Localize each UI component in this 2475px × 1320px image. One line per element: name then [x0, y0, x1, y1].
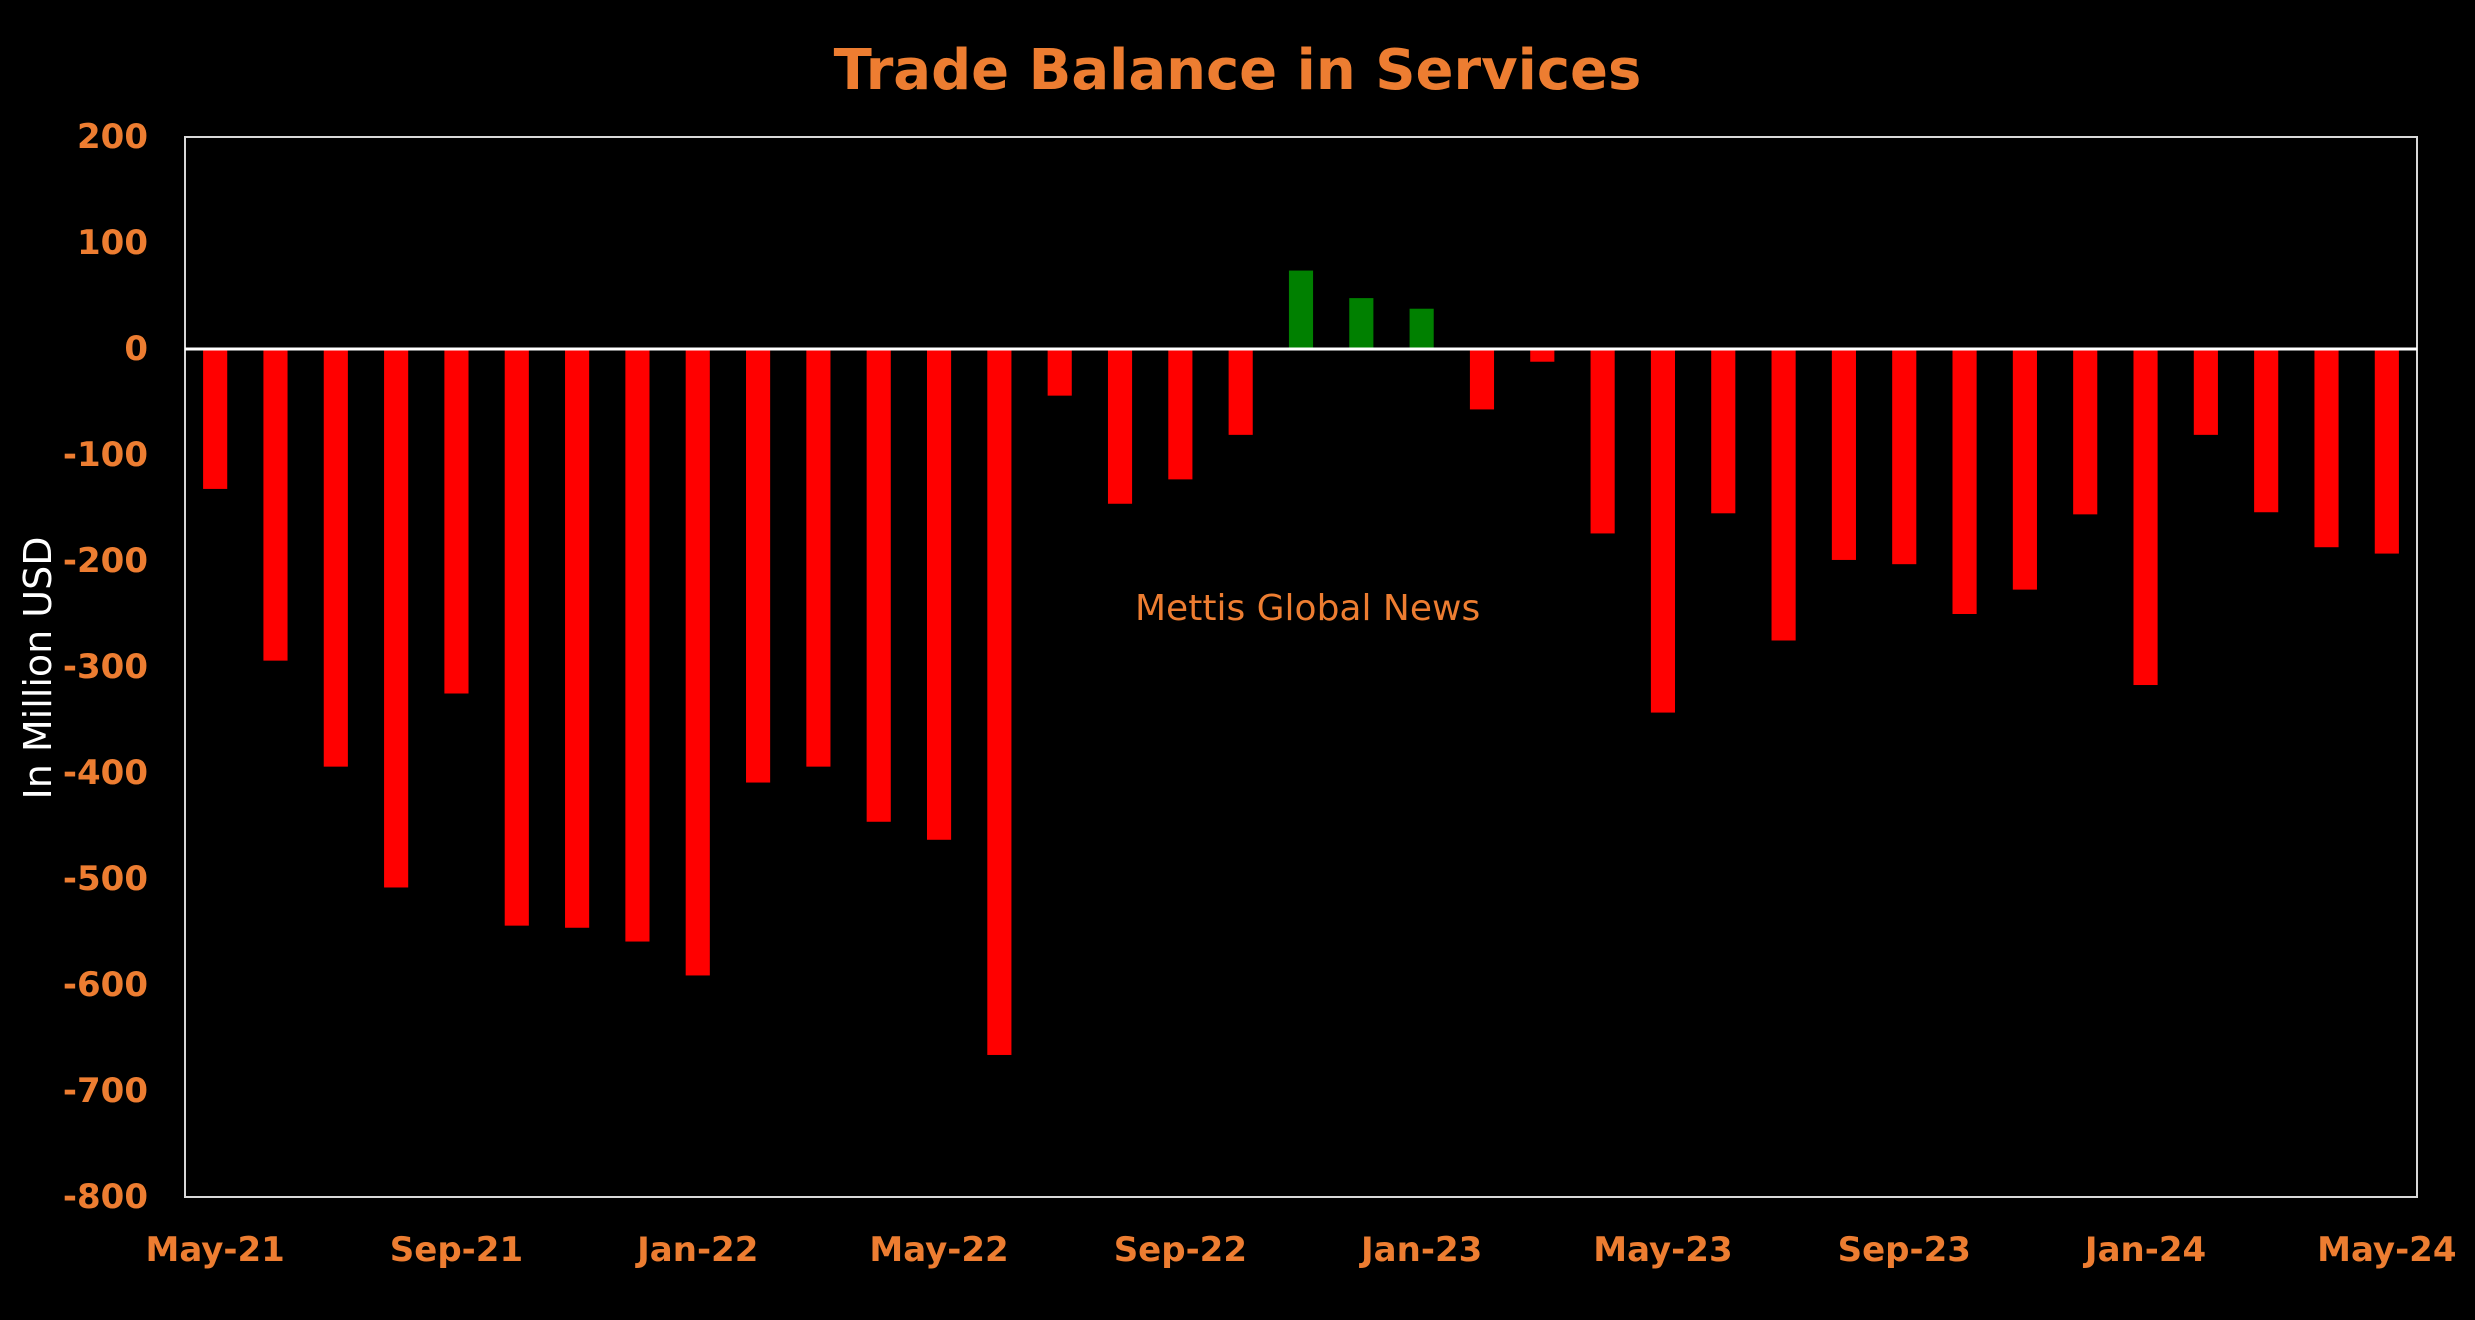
y-tick-label: -700 [63, 1071, 148, 1111]
x-tick-label: May-21 [145, 1230, 284, 1270]
y-tick-label: -300 [63, 647, 148, 687]
bar-Feb-24 [2193, 349, 2218, 435]
chart-title: Trade Balance in Services [833, 38, 1642, 103]
bar-Sep-22 [1168, 349, 1193, 480]
bar-Nov-23 [2012, 349, 2037, 590]
plot-area-frame [184, 136, 2418, 1198]
x-tick-label: Sep-23 [1838, 1230, 1971, 1270]
x-tick-label: Jan-22 [635, 1230, 758, 1270]
y-tick-label: -400 [63, 753, 148, 793]
y-tick-label: -600 [63, 965, 148, 1005]
bar-Jun-23 [1711, 349, 1736, 514]
y-axis-ticks: 200 100 0 -100 -200 -300 -400 -500 -600 -700 -800 [63, 117, 148, 1217]
y-tick-label: -800 [63, 1177, 148, 1217]
bar-Jan-22 [685, 349, 710, 976]
bar-Sep-21 [444, 349, 469, 694]
bar-Jul-21 [323, 349, 348, 767]
bar-Jul-22 [1047, 349, 1072, 396]
bar-Aug-23 [1831, 349, 1856, 560]
bar-Sep-23 [1892, 349, 1917, 565]
bar-Jan-24 [2133, 349, 2158, 686]
bar-Jan-23 [1409, 308, 1434, 349]
bar-Dec-23 [2073, 349, 2098, 515]
bar-Dec-22 [1349, 298, 1374, 349]
x-tick-label: Jan-24 [2083, 1230, 2206, 1270]
y-tick-label: -200 [63, 541, 148, 581]
bar-Oct-21 [504, 349, 529, 926]
bar-May-21 [203, 349, 228, 489]
x-tick-label: May-22 [869, 1230, 1008, 1270]
bar-Dec-21 [625, 349, 650, 942]
bar-Mar-23 [1530, 349, 1555, 362]
x-tick-label: May-23 [1593, 1230, 1732, 1270]
x-tick-label: May-24 [2317, 1230, 2456, 1270]
bar-Nov-22 [1288, 270, 1314, 349]
y-tick-label: 200 [77, 117, 148, 157]
bar-Aug-22 [1107, 349, 1133, 504]
x-axis-ticks: May-21 Sep-21 Jan-22 May-22 Sep-22 Jan-23 May-… [145, 1230, 2456, 1270]
bar-Jun-21 [263, 349, 288, 661]
y-tick-label: -100 [63, 435, 148, 475]
bar-Mar-24 [2254, 349, 2279, 513]
bars-group [203, 270, 2399, 1055]
y-tick-label: 100 [77, 223, 148, 263]
bar-Apr-22 [866, 349, 891, 822]
x-tick-label: Sep-21 [390, 1230, 523, 1270]
y-tick-label: -500 [63, 859, 148, 899]
bar-Oct-23 [1952, 349, 1977, 614]
bar-May-23 [1650, 349, 1676, 713]
bar-Oct-22 [1228, 349, 1253, 435]
x-tick-label: Jan-23 [1359, 1230, 1482, 1270]
bar-May-24 [2374, 349, 2399, 554]
bar-Feb-22 [746, 349, 771, 783]
y-tick-label: 0 [124, 329, 148, 369]
bar-Jun-22 [987, 349, 1012, 1055]
watermark: Mettis Global News [1135, 588, 1481, 629]
x-tick-label: Sep-22 [1114, 1230, 1247, 1270]
bar-Feb-23 [1469, 349, 1495, 410]
bar-Apr-24 [2314, 349, 2339, 548]
bar-Jul-23 [1771, 349, 1796, 641]
bar-Mar-22 [806, 349, 831, 767]
bar-May-22 [926, 349, 952, 840]
bar-Nov-21 [565, 349, 590, 928]
bar-Apr-23 [1590, 349, 1615, 534]
bar-Aug-21 [384, 349, 409, 888]
